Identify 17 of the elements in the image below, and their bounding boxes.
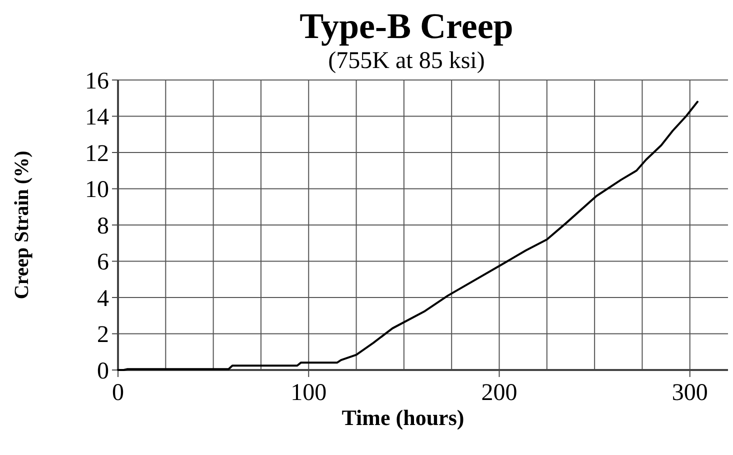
chart-title: Type-B Creep (300, 6, 514, 46)
y-tick-label: 6 (97, 250, 109, 276)
y-tick-label: 0 (97, 358, 109, 384)
y-tick-label: 14 (85, 104, 109, 131)
y-tick-label: 16 (85, 68, 109, 94)
line-series (117, 100, 698, 371)
y-tick-label: 4 (97, 286, 109, 312)
y-tick-label: 2 (97, 322, 109, 348)
chart-subtitle: (755K at 85 ksi) (328, 48, 485, 74)
x-tick-label: 300 (672, 380, 708, 406)
y-tick-label: 12 (85, 140, 109, 167)
y-axis-title: Creep Strain (%) (11, 150, 33, 300)
y-tick-label: 8 (97, 213, 109, 240)
x-axis-title: Time (hours) (342, 405, 464, 430)
y-tick-label: 10 (85, 177, 109, 204)
x-tick-label: 100 (290, 380, 327, 406)
x-tick-label: 200 (481, 380, 518, 406)
